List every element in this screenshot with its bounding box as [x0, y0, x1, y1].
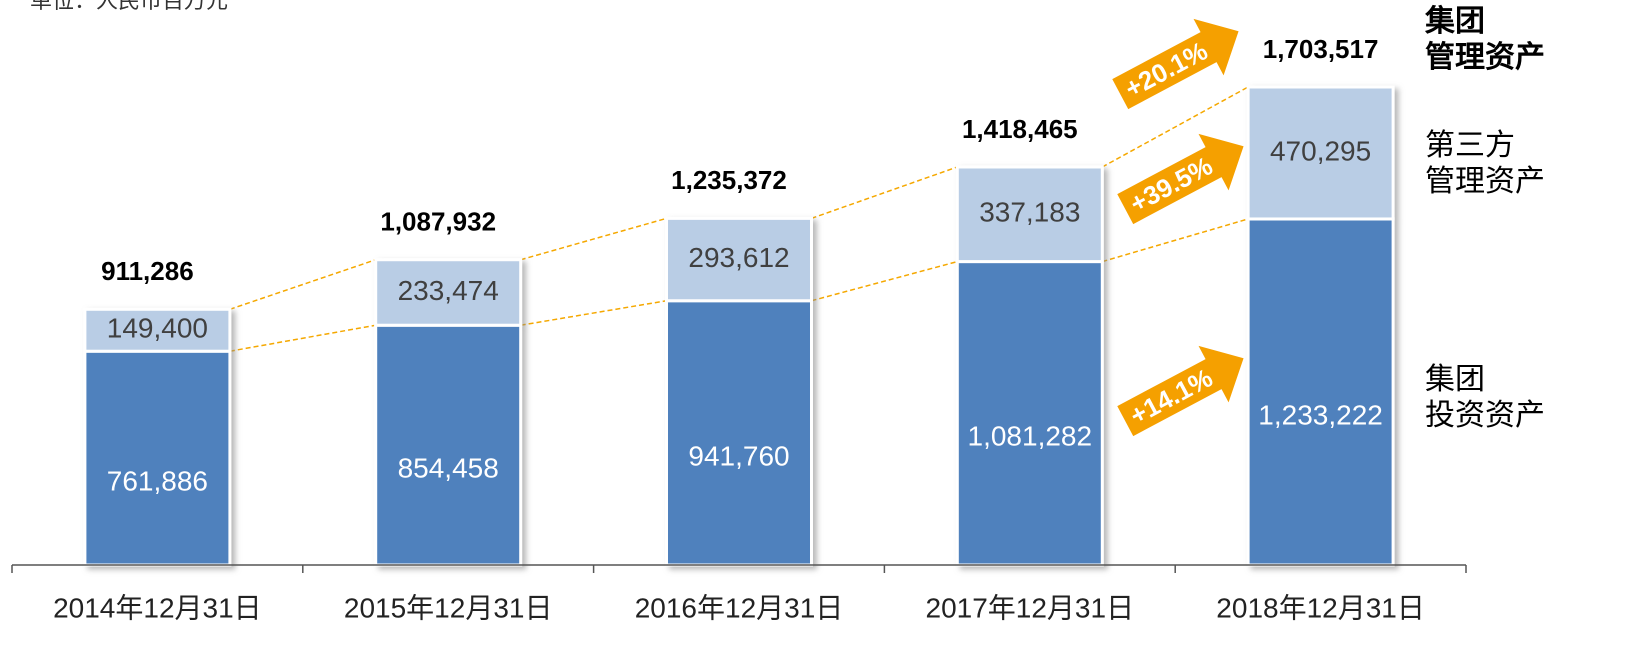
x-tick-label: 2017年12月31日 [926, 592, 1135, 623]
total-label: 1,087,932 [380, 207, 496, 237]
connector-total [229, 259, 376, 311]
arrow-shape [1117, 345, 1244, 437]
bar-segment [1246, 217, 1395, 567]
growth-arrow: +20.1% [1112, 18, 1239, 110]
arrow-shape [1112, 18, 1239, 110]
value-label: 293,612 [688, 242, 789, 273]
connector-base [520, 300, 667, 326]
bar-stack [955, 165, 1104, 567]
connector-total [811, 166, 958, 220]
x-tick-label: 2018年12月31日 [1216, 592, 1425, 623]
connector-base [229, 324, 376, 352]
arrow-shape [1117, 133, 1244, 225]
x-tick-label: 2015年12月31日 [344, 592, 553, 623]
value-label: 854,458 [398, 453, 499, 484]
bar-stack [665, 216, 813, 567]
value-label: 337,183 [979, 197, 1080, 228]
total-label: 1,235,372 [671, 165, 787, 195]
bar-segment [374, 258, 523, 327]
connector-total [520, 217, 667, 261]
bar-stack [83, 307, 232, 567]
bar-segment [955, 260, 1104, 567]
bar-segment [665, 299, 813, 567]
x-tick-label: 2014年12月31日 [53, 592, 262, 623]
value-label: 761,886 [107, 465, 208, 496]
growth-arrow: +39.5% [1117, 133, 1244, 225]
connector-base [811, 260, 958, 302]
bar-stack [374, 258, 523, 567]
value-label: 470,295 [1270, 135, 1371, 166]
value-label: 233,474 [398, 275, 499, 306]
total-label: 1,703,517 [1263, 34, 1379, 64]
value-label: 941,760 [688, 440, 789, 471]
connector-base [1102, 218, 1249, 263]
growth-arrow: +14.1% [1117, 345, 1244, 437]
legend-entry: 集团 投资资产 [1425, 363, 1545, 432]
total-label: 1,418,465 [962, 114, 1078, 144]
value-label: 149,400 [107, 313, 208, 344]
total-label: 911,286 [101, 256, 194, 286]
bar-segment [665, 216, 813, 303]
bar-stack [1246, 85, 1395, 567]
bar-segment [374, 323, 523, 567]
bar-segment [83, 307, 232, 353]
bar-segment [955, 165, 1104, 264]
legend-entry: 第三方 管理资产 [1425, 129, 1545, 198]
legend-total: 集团 管理资产 [1425, 5, 1545, 74]
value-label: 1,081,282 [968, 421, 1093, 452]
bar-segment [1246, 85, 1395, 221]
x-tick-label: 2016年12月31日 [635, 592, 844, 623]
value-label: 1,233,222 [1258, 399, 1383, 430]
bar-segment [83, 349, 232, 567]
connector-total [1101, 86, 1249, 168]
unit-note: 单位：人民币百万元 [30, 0, 228, 13]
